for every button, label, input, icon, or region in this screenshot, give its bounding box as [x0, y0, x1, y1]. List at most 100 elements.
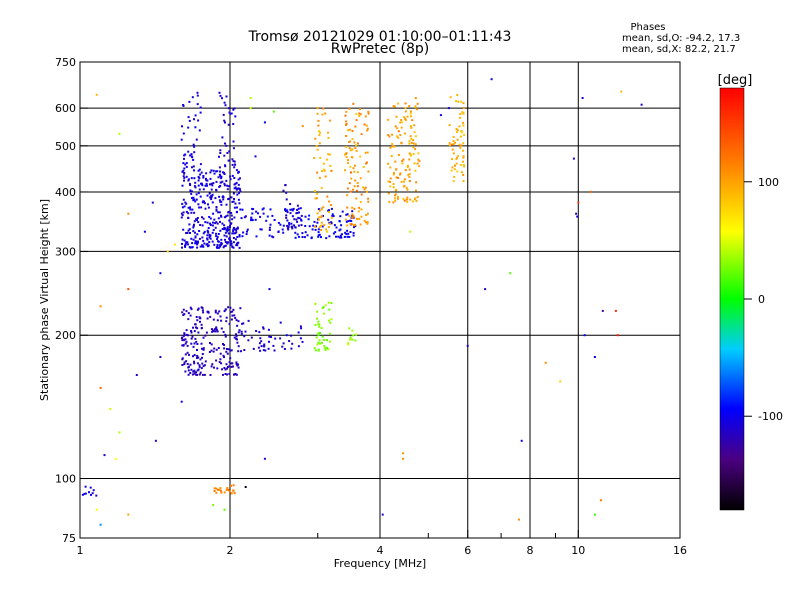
- cluster-point: [187, 217, 190, 220]
- cluster-point: [198, 206, 201, 209]
- cluster-point: [318, 130, 320, 133]
- cluster-point: [223, 101, 226, 104]
- cluster-point: [328, 308, 331, 311]
- cluster-point: [193, 223, 195, 226]
- cluster-point: [243, 349, 246, 351]
- cluster-point: [202, 336, 205, 339]
- cluster-point: [346, 235, 349, 238]
- cluster-point: [207, 206, 210, 209]
- cluster-point: [406, 164, 409, 167]
- cluster-point: [218, 185, 221, 188]
- cluster-point: [326, 195, 329, 198]
- cluster-point: [189, 184, 192, 186]
- cluster-point: [394, 194, 397, 197]
- cluster-point: [193, 342, 196, 345]
- cluster-point: [330, 318, 333, 321]
- cluster-point: [238, 329, 241, 332]
- cluster-point: [198, 365, 201, 368]
- cluster-point: [454, 141, 456, 144]
- cluster-point: [223, 356, 225, 359]
- cluster-point: [350, 223, 353, 225]
- cluster-point: [258, 342, 261, 345]
- cluster-point: [307, 218, 310, 221]
- cluster-point: [290, 222, 293, 225]
- cluster-point: [182, 132, 185, 135]
- cluster-point: [236, 324, 239, 327]
- scatter-point: [135, 374, 138, 376]
- cluster-point: [230, 212, 233, 214]
- cluster-point: [353, 170, 356, 173]
- cluster-point: [367, 110, 370, 113]
- cluster-point: [223, 367, 226, 369]
- cluster-point: [297, 207, 300, 210]
- cluster-point: [328, 235, 331, 238]
- cluster-point: [200, 171, 203, 174]
- cluster-point: [314, 302, 317, 305]
- cluster-point: [289, 203, 292, 205]
- cluster-point: [211, 201, 214, 204]
- cluster-point: [345, 156, 348, 159]
- cluster-point: [387, 180, 390, 183]
- cluster-point: [192, 238, 195, 241]
- cluster-point: [209, 342, 211, 344]
- cluster-point: [214, 311, 217, 314]
- cluster-point: [204, 360, 207, 363]
- cluster-point: [322, 312, 325, 315]
- cluster-point: [218, 166, 221, 169]
- cluster-point: [395, 168, 398, 171]
- cluster-point: [403, 116, 406, 119]
- cluster-point: [389, 180, 392, 183]
- cluster-point: [205, 172, 208, 175]
- cluster-point: [221, 222, 224, 225]
- cluster-point: [200, 367, 203, 370]
- cluster-point: [338, 229, 341, 232]
- cluster-point: [237, 366, 240, 369]
- cluster-point: [224, 244, 227, 247]
- cluster-point: [181, 184, 184, 187]
- cluster-point: [223, 234, 226, 237]
- cluster-point: [408, 140, 411, 143]
- cluster-point: [201, 356, 203, 359]
- cluster-point: [353, 185, 356, 188]
- cluster-point: [227, 210, 230, 213]
- scatter-point: [614, 309, 617, 312]
- cluster-point: [223, 347, 226, 350]
- cluster-point: [299, 337, 302, 340]
- cluster-point: [289, 208, 292, 211]
- cluster-point: [202, 348, 205, 351]
- cluster-point: [281, 228, 284, 231]
- cluster-point: [227, 228, 230, 231]
- cluster-point: [359, 113, 362, 116]
- cluster-point: [194, 181, 197, 184]
- cluster-point: [251, 212, 254, 215]
- cluster-point: [229, 223, 232, 225]
- scatter-point: [316, 107, 319, 110]
- cluster-point: [408, 180, 411, 183]
- cluster-point: [213, 487, 216, 490]
- cluster-point: [196, 233, 199, 236]
- cluster-point: [230, 318, 233, 321]
- cluster-point: [196, 103, 199, 106]
- cluster-point: [190, 192, 193, 195]
- cluster-point: [235, 335, 238, 338]
- cluster-point: [266, 215, 269, 218]
- cluster-point: [343, 153, 346, 156]
- cluster-point: [459, 146, 462, 149]
- cluster-point: [194, 126, 197, 129]
- cluster-point: [224, 308, 227, 311]
- cluster-point: [460, 100, 463, 103]
- cluster-point: [184, 245, 187, 248]
- cluster-point: [299, 207, 302, 210]
- cluster-point: [232, 140, 235, 143]
- cluster-point: [404, 132, 406, 135]
- cluster-point: [189, 154, 192, 157]
- cluster-point: [226, 152, 229, 154]
- cluster-point: [404, 102, 407, 105]
- cluster-point: [349, 338, 352, 341]
- cluster-point: [367, 200, 370, 203]
- cluster-point: [233, 492, 236, 495]
- cluster-point: [187, 206, 190, 209]
- cluster-point: [198, 188, 201, 191]
- cluster-point: [184, 153, 187, 156]
- cluster-point: [402, 185, 405, 188]
